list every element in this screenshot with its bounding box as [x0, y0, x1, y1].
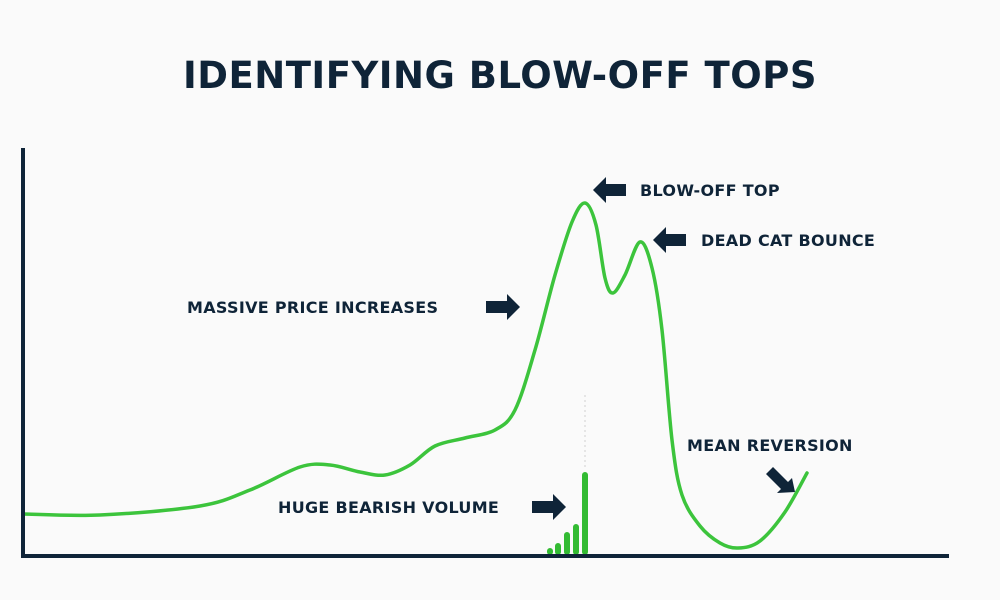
volume-bar: [582, 472, 588, 555]
arrow-right-icon: [532, 494, 566, 520]
chart-title: IDENTIFYING BLOW-OFF TOPS: [182, 54, 818, 97]
arrow-down-right-icon: [766, 467, 795, 493]
arrow-left-icon: [593, 177, 626, 203]
label-massive-price-increases: MASSIVE PRICE INCREASES: [187, 298, 439, 317]
volume-bar: [564, 532, 570, 555]
volume-bar: [547, 548, 553, 555]
volume-bar: [573, 524, 579, 555]
label-dead-cat-bounce: DEAD CAT BOUNCE: [701, 231, 876, 250]
volume-bar: [555, 543, 561, 555]
volume-bars: [547, 472, 588, 555]
arrow-left-icon: [653, 227, 686, 253]
arrow-right-icon: [486, 294, 520, 320]
label-huge-bearish-volume: HUGE BEARISH VOLUME: [278, 498, 500, 517]
label-mean-reversion: MEAN REVERSION: [687, 436, 853, 455]
label-blow-off-top: BLOW-OFF TOP: [640, 181, 780, 200]
price-line: [21, 201, 809, 550]
